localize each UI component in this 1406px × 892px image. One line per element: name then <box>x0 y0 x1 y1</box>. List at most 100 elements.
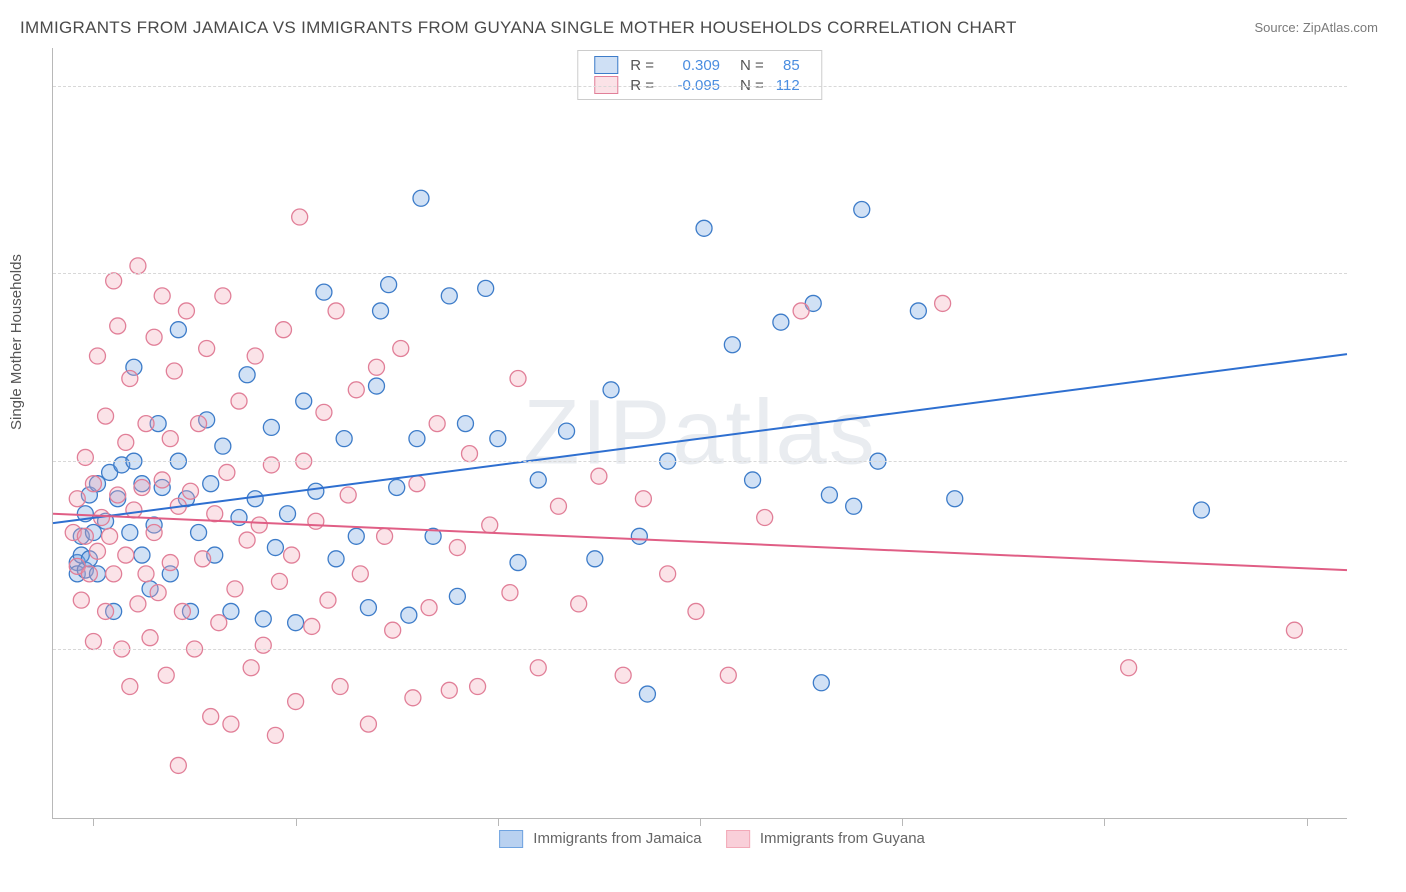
data-point <box>195 551 211 567</box>
data-point <box>134 479 150 495</box>
legend-stat-row: R =0.309N =85 <box>588 55 805 75</box>
legend-swatch <box>726 830 750 848</box>
data-point <box>178 303 194 319</box>
data-point <box>373 303 389 319</box>
legend-swatch <box>499 830 523 848</box>
data-point <box>130 596 146 612</box>
data-point <box>947 491 963 507</box>
data-point <box>304 618 320 634</box>
data-point <box>267 540 283 556</box>
data-point <box>138 566 154 582</box>
data-point <box>332 679 348 695</box>
data-point <box>199 340 215 356</box>
legend-series-label: Immigrants from Jamaica <box>529 830 702 847</box>
data-point <box>292 209 308 225</box>
data-point <box>631 528 647 544</box>
x-tick <box>498 818 499 826</box>
data-point <box>773 314 789 330</box>
data-point <box>1121 660 1137 676</box>
data-point <box>340 487 356 503</box>
data-point <box>348 382 364 398</box>
data-point <box>854 202 870 218</box>
data-point <box>162 555 178 571</box>
data-point <box>571 596 587 612</box>
gridline-horizontal <box>53 461 1347 462</box>
data-point <box>288 615 304 631</box>
data-point <box>170 757 186 773</box>
data-point <box>102 528 118 544</box>
data-point <box>720 667 736 683</box>
data-point <box>336 431 352 447</box>
data-point <box>142 630 158 646</box>
data-point <box>793 303 809 319</box>
data-point <box>280 506 296 522</box>
data-point <box>146 329 162 345</box>
data-point <box>441 288 457 304</box>
data-point <box>587 551 603 567</box>
data-point <box>381 277 397 293</box>
data-point <box>247 491 263 507</box>
data-point <box>385 622 401 638</box>
data-point <box>550 498 566 514</box>
data-point <box>215 288 231 304</box>
chart-title: IMMIGRANTS FROM JAMAICA VS IMMIGRANTS FR… <box>20 18 1017 38</box>
data-point <box>251 517 267 533</box>
data-point <box>154 288 170 304</box>
data-point <box>316 284 332 300</box>
data-point <box>409 476 425 492</box>
data-point <box>470 679 486 695</box>
data-point <box>821 487 837 503</box>
data-point <box>377 528 393 544</box>
data-point <box>696 220 712 236</box>
data-point <box>223 716 239 732</box>
data-point <box>255 637 271 653</box>
data-point <box>106 273 122 289</box>
data-point <box>191 525 207 541</box>
data-point <box>174 603 190 619</box>
n-value: 85 <box>770 55 806 75</box>
data-point <box>813 675 829 691</box>
data-point <box>510 555 526 571</box>
data-point <box>98 408 114 424</box>
r-label: R = <box>624 55 660 75</box>
data-point <box>328 303 344 319</box>
data-point <box>247 348 263 364</box>
data-point <box>308 483 324 499</box>
gridline-horizontal <box>53 86 1347 87</box>
data-point <box>166 363 182 379</box>
data-point <box>413 190 429 206</box>
data-point <box>227 581 243 597</box>
data-point <box>1193 502 1209 518</box>
data-point <box>267 727 283 743</box>
data-point <box>316 404 332 420</box>
data-point <box>203 476 219 492</box>
data-point <box>449 588 465 604</box>
data-point <box>328 551 344 567</box>
plot-area: ZIPatlas R =0.309N =85R =-0.095N =112 Im… <box>52 48 1347 819</box>
source-attribution: Source: ZipAtlas.com <box>1254 20 1378 35</box>
gridline-horizontal <box>53 649 1347 650</box>
legend-stats: R =0.309N =85R =-0.095N =112 <box>577 50 822 100</box>
data-point <box>360 600 376 616</box>
data-point <box>77 528 93 544</box>
data-point <box>211 615 227 631</box>
source-label: Source: <box>1254 20 1302 35</box>
data-point <box>360 716 376 732</box>
data-point <box>134 547 150 563</box>
data-point <box>118 434 134 450</box>
data-point <box>243 660 259 676</box>
data-point <box>935 295 951 311</box>
data-point <box>457 416 473 432</box>
gridline-horizontal <box>53 273 1347 274</box>
legend-series: Immigrants from Jamaica Immigrants from … <box>475 830 925 848</box>
data-point <box>308 513 324 529</box>
data-point <box>207 506 223 522</box>
data-point <box>421 600 437 616</box>
data-point <box>405 690 421 706</box>
data-point <box>122 371 138 387</box>
data-point <box>441 682 457 698</box>
y-axis-label: Single Mother Households <box>8 254 25 430</box>
data-point <box>81 566 97 582</box>
data-point <box>122 679 138 695</box>
data-point <box>530 660 546 676</box>
